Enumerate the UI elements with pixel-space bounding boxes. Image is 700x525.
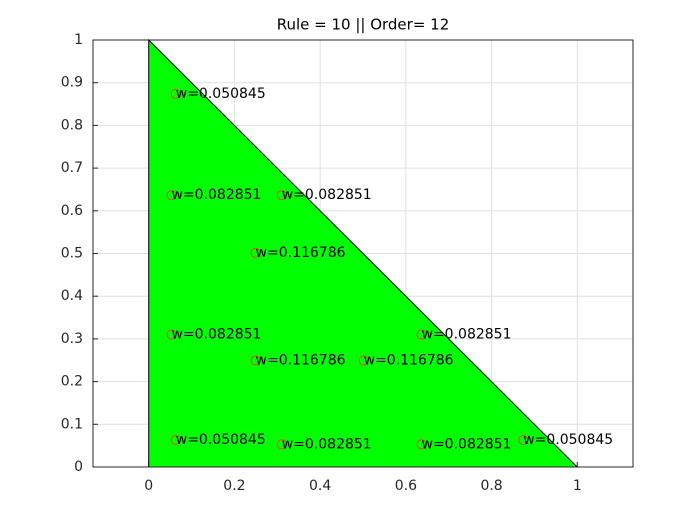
chart-title: Rule = 10 || Order= 12 <box>277 16 450 34</box>
point <box>416 439 427 450</box>
point <box>250 247 261 258</box>
y-tick-label: 0.2 <box>61 374 83 390</box>
y-tick-label: 0.9 <box>61 75 83 91</box>
point-label: w=0.116786 <box>364 353 454 369</box>
x-tick-label: 0.6 <box>395 478 417 494</box>
point <box>276 439 287 450</box>
point-label: w=0.082851 <box>422 436 512 452</box>
x-tick-label: 1 <box>573 478 582 494</box>
y-tick-label: 0.4 <box>61 288 83 304</box>
x-tick-label: 0.8 <box>480 478 502 494</box>
point <box>166 329 177 340</box>
point-label: w=0.050845 <box>176 86 266 102</box>
x-tick-label: 0.4 <box>309 478 331 494</box>
point-label: w=0.050845 <box>523 432 613 448</box>
y-tick-label: 0.7 <box>61 160 83 176</box>
y-tick-label: 0.3 <box>61 331 83 347</box>
point <box>250 355 261 366</box>
y-tick-label: 0.6 <box>61 203 83 219</box>
y-tick-label: 1 <box>74 32 83 48</box>
point-label: w=0.082851 <box>422 326 512 342</box>
point <box>518 435 529 446</box>
point-label: w=0.082851 <box>171 326 261 342</box>
point-label: w=0.082851 <box>282 436 372 452</box>
y-tick-label: 0.8 <box>61 117 83 133</box>
y-tick-label: 0 <box>74 459 83 475</box>
point-label: w=0.082851 <box>171 187 261 203</box>
point <box>358 355 369 366</box>
x-tick-label: 0.2 <box>223 478 245 494</box>
point-label: w=0.082851 <box>282 187 372 203</box>
point <box>170 435 181 446</box>
point-label: w=0.050845 <box>176 432 266 448</box>
y-tick-label: 0.5 <box>61 246 83 262</box>
point <box>416 329 427 340</box>
point <box>166 190 177 201</box>
point <box>276 190 287 201</box>
x-tick-label: 0 <box>144 478 153 494</box>
axes-box <box>92 39 634 468</box>
point-label: w=0.116786 <box>256 245 346 261</box>
point-label: w=0.116786 <box>256 353 346 369</box>
point <box>170 88 181 99</box>
y-tick-label: 0.1 <box>61 416 83 432</box>
